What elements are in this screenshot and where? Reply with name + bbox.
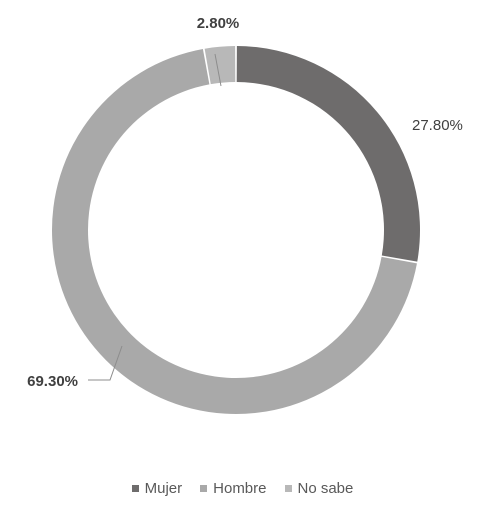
- legend-label-no-sabe: No sabe: [297, 480, 354, 497]
- legend-swatch-hombre: [200, 485, 208, 492]
- data-label-mujer: 27.80%: [412, 117, 463, 134]
- data-label-hombre: 69.30%: [27, 373, 78, 390]
- legend-label-mujer: Mujer: [144, 480, 183, 497]
- leader-line-hombre: [88, 345, 123, 381]
- donut-slice-mujer: [236, 46, 420, 262]
- legend-swatch-no-sabe: [284, 485, 292, 492]
- legend-label-hombre: Hombre: [213, 480, 267, 497]
- leader-line-no-sabe: [214, 53, 222, 87]
- legend-item-no-sabe: No sabe: [284, 480, 354, 497]
- legend-item-mujer: Mujer: [131, 480, 183, 497]
- donut-slice-no-sabe: [204, 46, 236, 85]
- legend-item-hombre: Hombre: [200, 480, 267, 497]
- data-label-no-sabe: 2.80%: [197, 15, 240, 32]
- chart-legend: Mujer Hombre No sabe: [0, 480, 485, 497]
- legend-swatch-mujer: [131, 485, 139, 492]
